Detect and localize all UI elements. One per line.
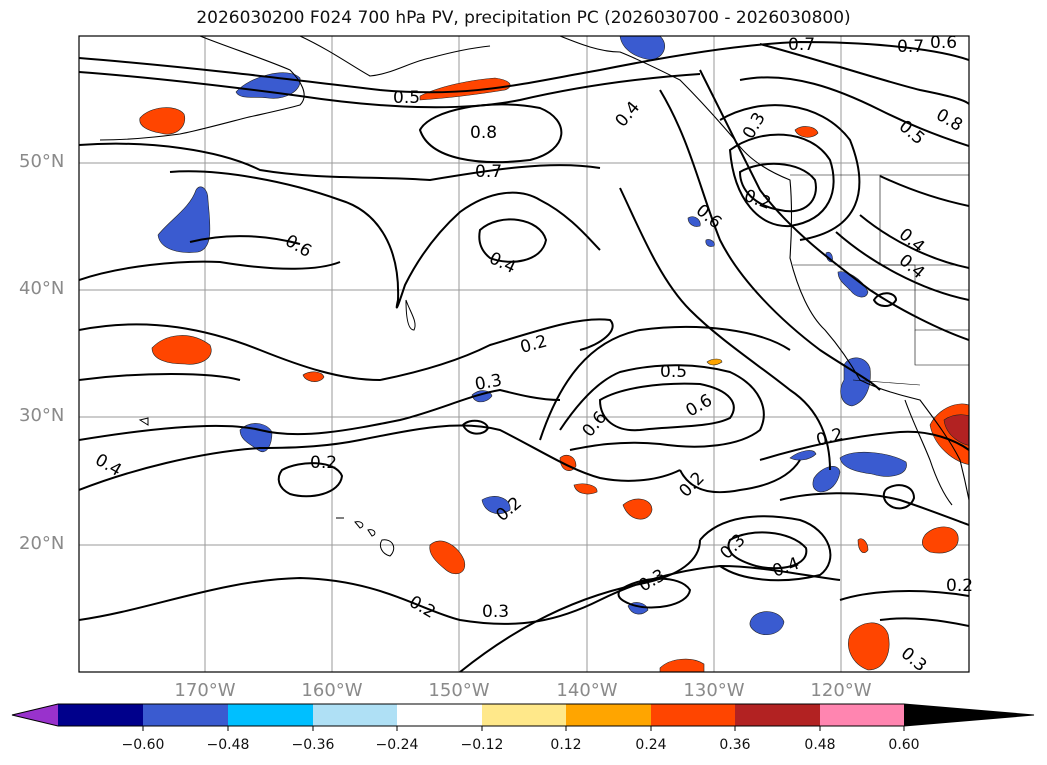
colorbar-ticks — [142, 726, 905, 731]
longitude-label: 130°W — [683, 680, 745, 701]
precip-positive-regions — [139, 77, 969, 672]
colorbar-segment — [566, 704, 651, 726]
colorbar-outline — [11, 703, 1035, 727]
map-area — [79, 36, 969, 672]
colorbar-min-extension — [12, 704, 58, 726]
longitude-label: 120°W — [810, 680, 872, 701]
contour-label: 0.6 — [930, 33, 957, 53]
colorbar-tick-label: 0.48 — [804, 737, 836, 753]
colorbar-tick-label: −0.48 — [206, 737, 250, 753]
contour-label: 0.7 — [475, 162, 502, 182]
contour-label: 0.7 — [788, 35, 815, 55]
colorbar-max-extension — [904, 704, 1034, 726]
map-title: 2026030200 F024 700 hPa PV, precipitatio… — [196, 8, 851, 28]
colorbar-tick-label: 0.36 — [719, 737, 751, 753]
colorbar-tick-label: −0.60 — [121, 737, 165, 753]
colorbar-segment — [143, 704, 228, 726]
longitude-label: 140°W — [556, 680, 618, 701]
colorbar-tick-label: −0.36 — [291, 737, 335, 753]
colorbar-tick-label: −0.12 — [460, 737, 504, 753]
colorbar-segment — [313, 704, 397, 726]
colorbar-tick-label: −0.24 — [375, 737, 419, 753]
colorbar-segment — [735, 704, 820, 726]
coastlines — [99, 36, 969, 506]
colorbar-tick-label: 0.12 — [550, 737, 582, 753]
contour-label: 0.3 — [473, 371, 503, 395]
map-frame — [78, 35, 970, 673]
colorbar-tick-label: 0.24 — [635, 737, 667, 753]
contour-label: 0.5 — [660, 362, 687, 382]
colorbar-segment — [58, 704, 143, 726]
colorbar-tick-label: 0.60 — [888, 737, 920, 753]
colorbar — [11, 703, 1035, 731]
colorbar-segment — [397, 704, 482, 726]
contour-label: 0.3 — [482, 602, 509, 622]
colorbar-segment — [651, 704, 735, 726]
colorbar-segment — [482, 704, 566, 726]
islands — [138, 299, 416, 557]
contour-label: 0.7 — [897, 37, 924, 57]
contour-label: 0.2 — [946, 576, 973, 596]
latitude-label: 50°N — [19, 151, 65, 172]
contour-label: 0.2 — [310, 453, 337, 473]
latitude-label: 30°N — [19, 405, 65, 426]
longitude-label: 160°W — [301, 680, 363, 701]
longitude-label: 150°W — [428, 680, 490, 701]
latitude-label: 20°N — [19, 533, 65, 554]
contour-label: 0.5 — [393, 88, 420, 108]
colorbar-segment — [820, 704, 904, 726]
longitude-label: 170°W — [174, 680, 236, 701]
colorbar-segment — [228, 704, 313, 726]
latitude-label: 40°N — [19, 278, 65, 299]
contour-label: 0.8 — [470, 123, 497, 143]
pv-contours — [79, 40, 969, 672]
